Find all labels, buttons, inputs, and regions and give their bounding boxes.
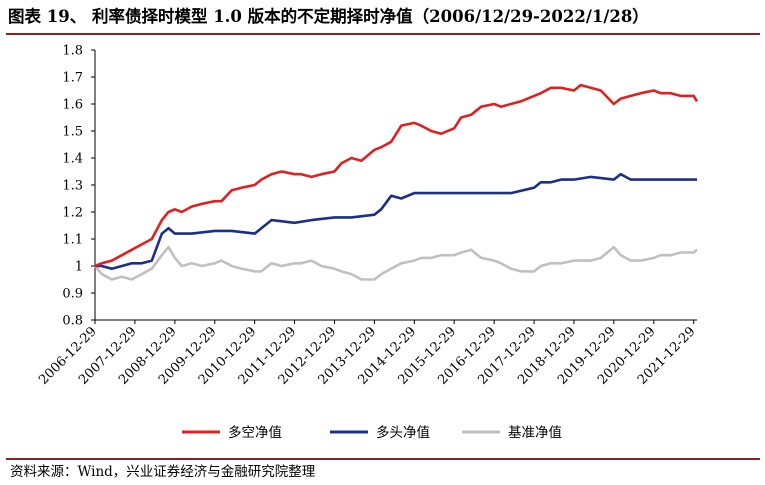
y-tick-label: 1.6 [62,98,83,113]
x-axis: 2006-12-292007-12-292008-12-292009-12-29… [36,319,699,388]
y-tick-label: 1.8 [62,44,83,59]
y-tick-label: 1.2 [62,206,83,221]
y-tick-label: 1 [75,260,83,275]
y-tick-label: 0.9 [62,287,83,302]
legend-label: 多空净值 [228,424,282,441]
source-rule [6,458,760,460]
figure-title: 图表 19、 利率债择时模型 1.0 版本的不定期择时净值（2006/12/29… [8,7,649,26]
series-layer [94,83,699,281]
y-tick-label: 1.1 [62,233,83,248]
series-line-3 [94,245,698,281]
y-tick-label: 1.4 [62,152,83,167]
y-tick-label: 1.3 [62,179,83,194]
legend-label: 多头净值 [376,424,430,441]
source-note: 资料来源：Wind，兴业证券经济与金融研究院整理 [10,464,316,480]
title-rule [6,33,760,35]
y-tick-label: 0.8 [62,314,83,329]
y-tick-label: 1.5 [62,125,83,140]
series-line-2 [95,172,697,270]
legend: 多空净值 多头净值 基准净值 [182,424,562,441]
y-tick-label: 1.7 [62,71,83,86]
y-axis: 0.8 0.9 1 1.1 1.2 1.3 1.4 1.5 1.6 1.7 1.8 [62,44,96,329]
line-chart: 0.8 0.9 1 1.1 1.2 1.3 1.4 1.5 1.6 1.7 1.8 2006-12-… [36,44,699,442]
series-line-1 [94,83,699,268]
legend-label: 基准净值 [508,424,562,441]
